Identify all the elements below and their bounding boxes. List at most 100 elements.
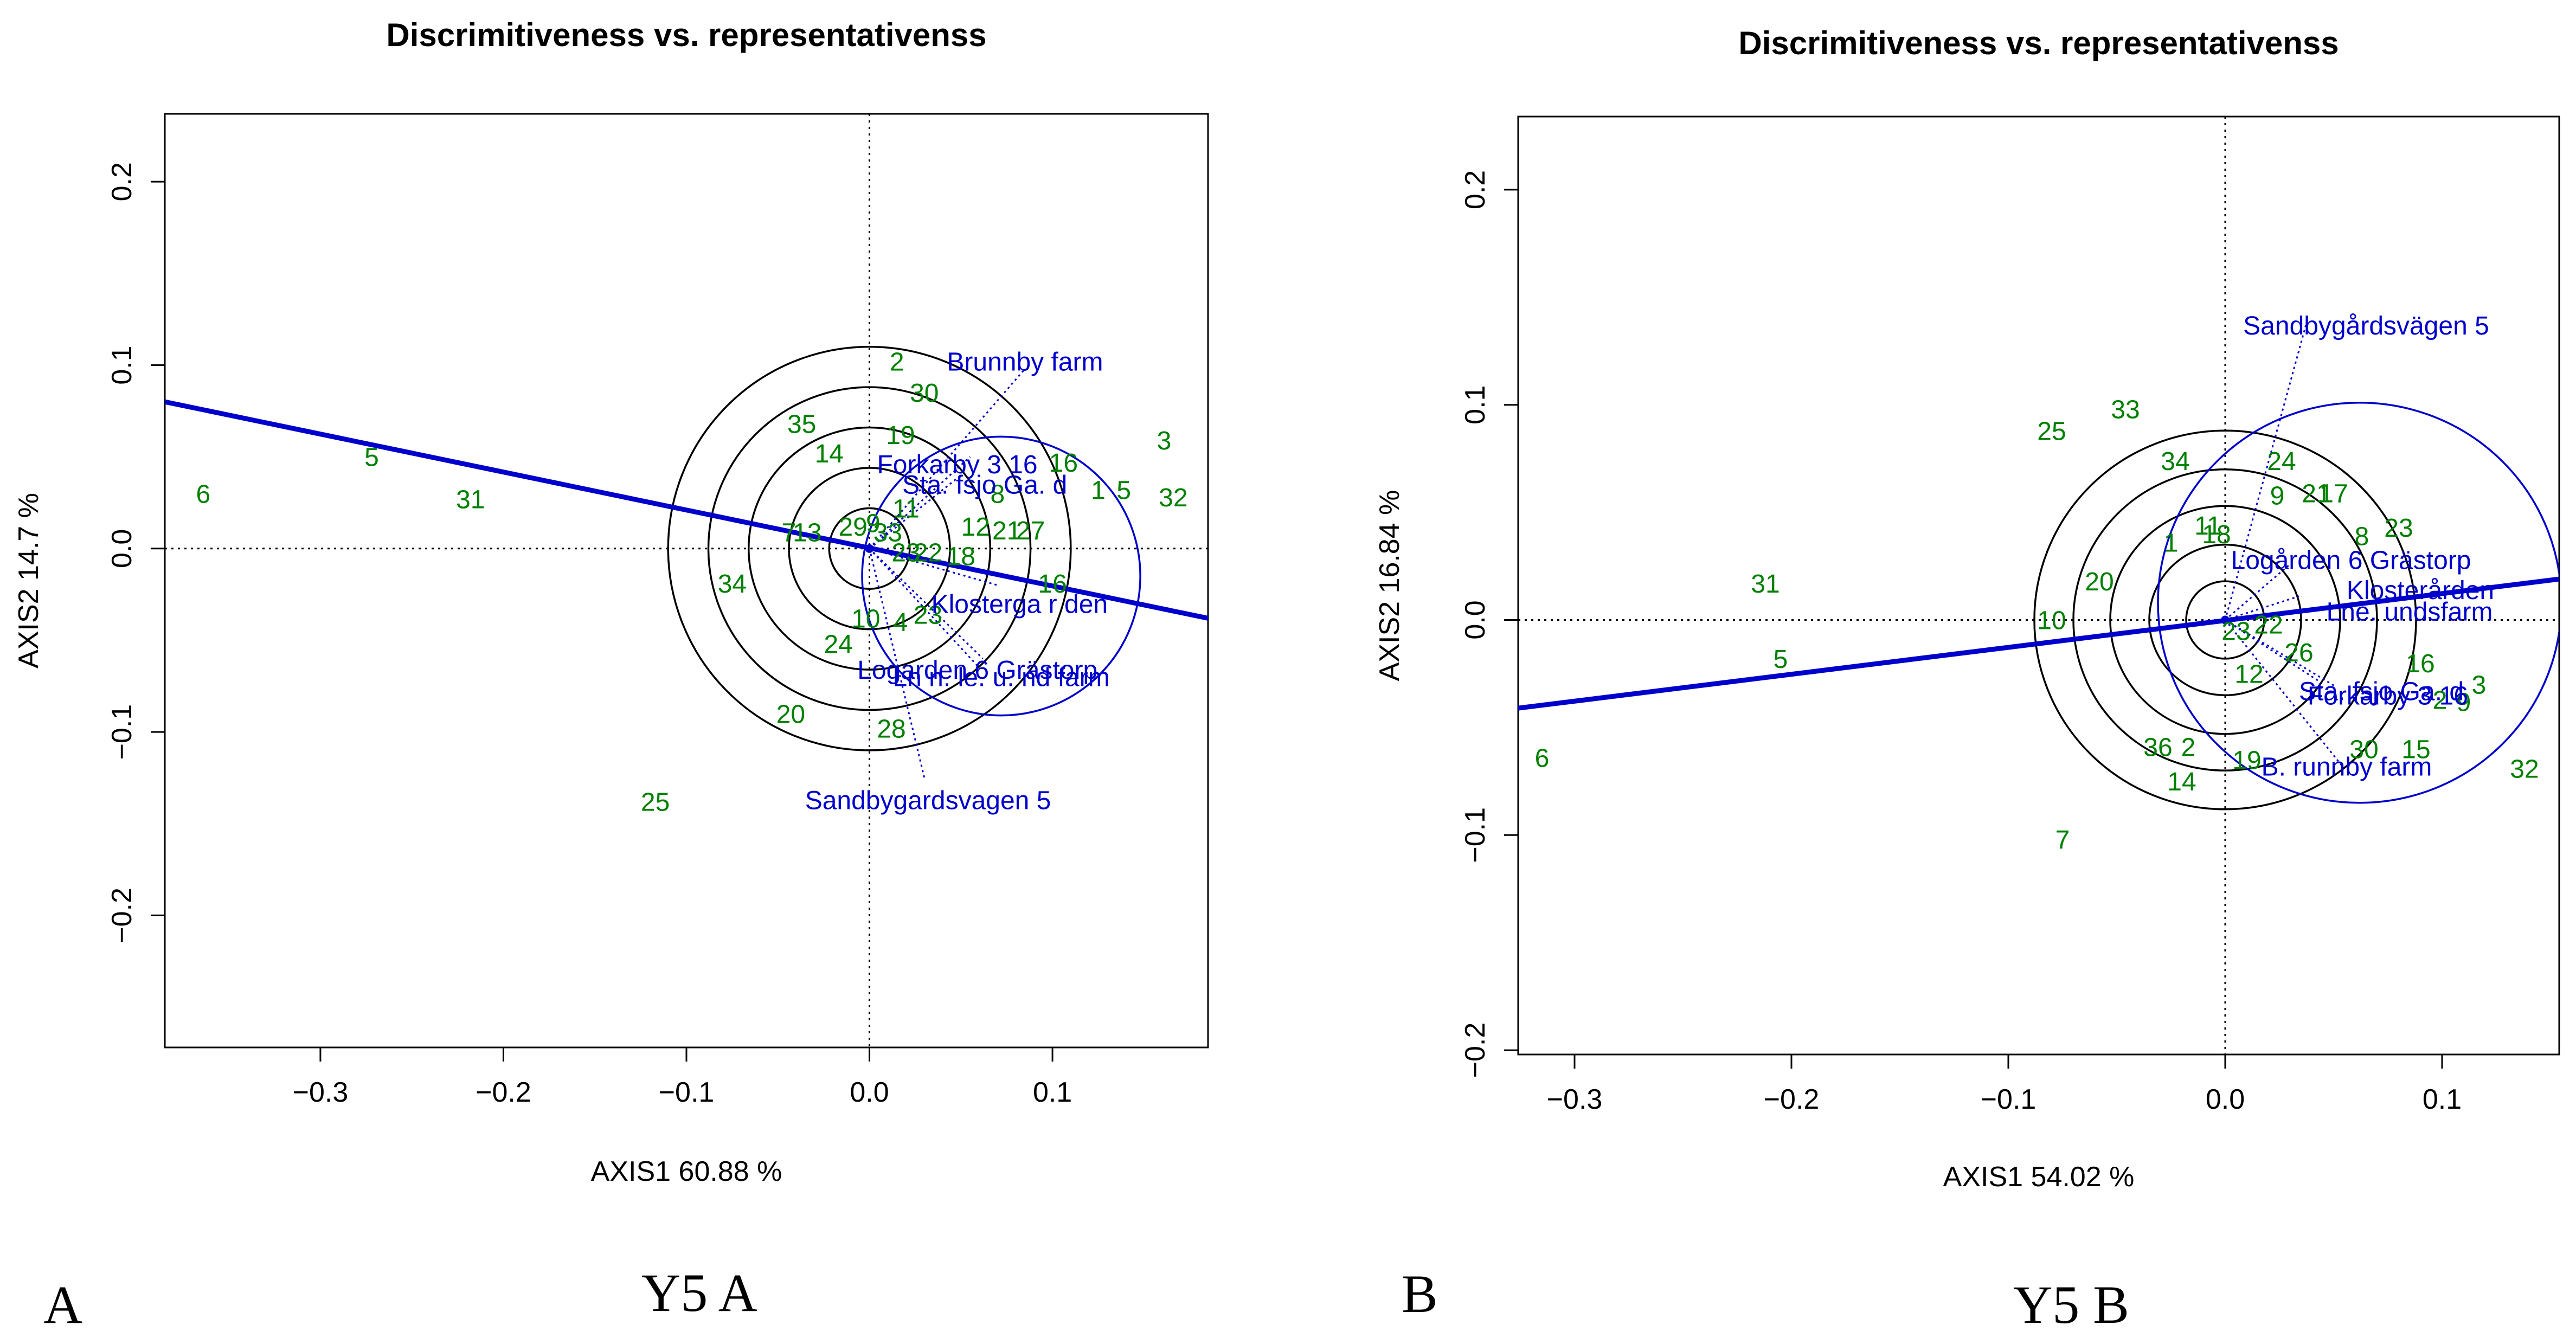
y-tick-label: −0.1	[106, 704, 138, 760]
concentric-circle	[2033, 429, 2417, 811]
concentric-circle	[2109, 505, 2341, 735]
genotype-label: 19	[2232, 746, 2261, 775]
plot-frame	[1517, 115, 2560, 1056]
y-tick-label: 0.1	[1460, 385, 1491, 425]
environment-label: Klosterga r den	[932, 590, 1108, 619]
genotype-label: 17	[2319, 479, 2348, 508]
genotype-label: 21	[2302, 479, 2330, 508]
concentric-circle	[2185, 580, 2265, 660]
genotype-label: 9	[2270, 481, 2285, 510]
environment-vector	[869, 456, 971, 549]
genotype-label: 7	[2055, 826, 2070, 854]
genotype-label: 24	[824, 631, 852, 659]
environment-label: Ln n. le. u. nd farm	[892, 664, 1109, 692]
genotype-label: 18	[947, 542, 975, 571]
genotype-label: 35	[787, 410, 816, 439]
genotype-label: 20	[2085, 568, 2114, 596]
x-tick-label: −0.3	[293, 1077, 349, 1108]
genotype-label: 16	[1049, 449, 1078, 478]
y-tick-label: 0.1	[106, 345, 138, 384]
environment-label: Logarden 6 Grästorp	[857, 656, 1097, 685]
panel-caption: Y5 A	[641, 1263, 757, 1323]
chart-title: Discrimitiveness vs. representativenss	[1738, 25, 2339, 61]
aec-line	[1518, 576, 2559, 711]
y-tick-label: 0.2	[106, 162, 138, 201]
genotype-label: 23	[2384, 514, 2413, 543]
genotype-label: 32	[1159, 484, 1187, 512]
genotype-label: 16	[1038, 570, 1067, 599]
environment-label: Logården 6 Grästorp	[2231, 546, 2471, 575]
environment-label: Forkarby 3 16	[2308, 681, 2468, 710]
genotype-label: 36	[2143, 734, 2172, 762]
concentric-circle	[2148, 543, 2302, 697]
environment-vector	[2225, 595, 2299, 621]
genotype-label: 23	[914, 601, 942, 630]
genotype-label: 14	[2167, 768, 2196, 796]
environment-label: Brunnby farm	[947, 348, 1103, 377]
genotype-label: 19	[886, 421, 915, 450]
genotype-label: 4	[894, 608, 908, 637]
concentric-circle	[788, 467, 951, 631]
genotype-label: 2	[2181, 734, 2196, 762]
genotype-label: 32	[2510, 755, 2539, 783]
genotype-label: 8	[2355, 523, 2369, 551]
concentric-circle	[828, 507, 911, 590]
y-tick-label: −0.1	[1460, 807, 1491, 863]
genotype-label: 3	[2472, 671, 2487, 700]
x-tick-label: −0.1	[659, 1077, 715, 1108]
environment-vector	[869, 548, 926, 779]
environment-vector	[869, 548, 984, 659]
environment-vector	[869, 548, 998, 586]
environment-vector	[869, 368, 1026, 549]
genotype-label: 2	[890, 348, 904, 377]
genotype-label: 21	[992, 517, 1021, 545]
genotype-label: 31	[456, 485, 485, 514]
y-axis-label: AXIS2 14.7 %	[13, 493, 44, 668]
environment-label: Lne. undsfarm	[2327, 598, 2493, 627]
panel-letter: A	[43, 1275, 82, 1335]
aec-line	[165, 399, 1208, 621]
environment-label: Forkarby 3 16	[877, 451, 1037, 479]
genotype-label: 5	[1116, 477, 1131, 505]
genotype-label: 25	[2037, 417, 2066, 446]
genotype-label: 7	[782, 518, 796, 547]
panel-letter: B	[1402, 1264, 1438, 1324]
y-tick-label: −0.2	[106, 888, 138, 943]
concentric-circle	[667, 345, 1072, 751]
genotype-label: 10	[851, 605, 880, 633]
genotype-label: 5	[1774, 645, 1788, 674]
environment-vector	[2225, 563, 2291, 621]
x-tick-label: 0.1	[1033, 1077, 1072, 1108]
genotype-label: 11	[892, 494, 920, 523]
genotype-label: 20	[776, 700, 805, 729]
genotype-label: 28	[877, 715, 905, 743]
genotype-label: 11	[2194, 512, 2221, 541]
y-tick-label: 0.2	[1460, 170, 1491, 209]
panel-b: Discrimitiveness vs. representativenss25…	[1374, 25, 2560, 1335]
genotype-label: 15	[2401, 736, 2430, 764]
genotype-label: 34	[718, 570, 747, 599]
x-tick-label: 0.0	[850, 1077, 889, 1108]
environment-vector	[869, 474, 962, 549]
concentric-circle	[2072, 468, 2378, 771]
y-axis-label: AXIS2 16.84 %	[1374, 490, 1405, 681]
genotype-label: 33	[873, 518, 902, 547]
concentric-circle	[707, 386, 1032, 711]
concentric-circle	[748, 426, 992, 671]
x-tick-label: −0.3	[1547, 1084, 1603, 1115]
genotype-label: 6	[196, 480, 211, 509]
genotype-label: 13	[793, 518, 821, 547]
genotype-label: 29	[838, 513, 867, 542]
x-tick-label: 0.1	[2423, 1084, 2462, 1115]
genotype-label: 26	[2284, 639, 2313, 667]
genotype-label: 10	[2037, 606, 2066, 635]
genotype-label: 33	[2111, 396, 2140, 425]
x-tick-label: 0.0	[2206, 1084, 2245, 1115]
genotype-label: 8	[990, 480, 1005, 509]
environment-vector	[2224, 619, 2343, 767]
genotype-label: 12	[2234, 660, 2263, 689]
average-env-circle	[2157, 402, 2559, 804]
genotype-label: 30	[2349, 736, 2378, 764]
